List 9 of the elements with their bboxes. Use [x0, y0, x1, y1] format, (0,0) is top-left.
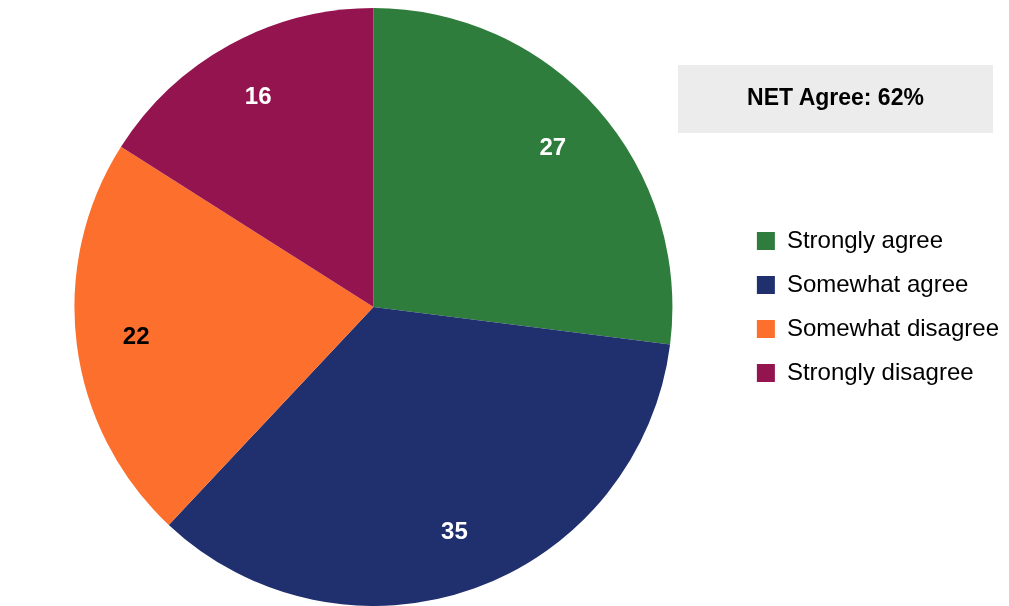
- data-label: 27: [539, 133, 567, 161]
- data-label: 35: [441, 516, 468, 544]
- legend-label: Strongly agree: [786, 225, 943, 253]
- text: NET Agree: 62%: [747, 84, 924, 111]
- data-label: 22: [122, 321, 150, 349]
- legend-label: Somewhat agree: [786, 269, 969, 297]
- data-label: 16: [244, 82, 272, 110]
- legend-label: Somewhat disagree: [786, 313, 999, 341]
- legend-label: Strongly disagree: [786, 357, 974, 385]
